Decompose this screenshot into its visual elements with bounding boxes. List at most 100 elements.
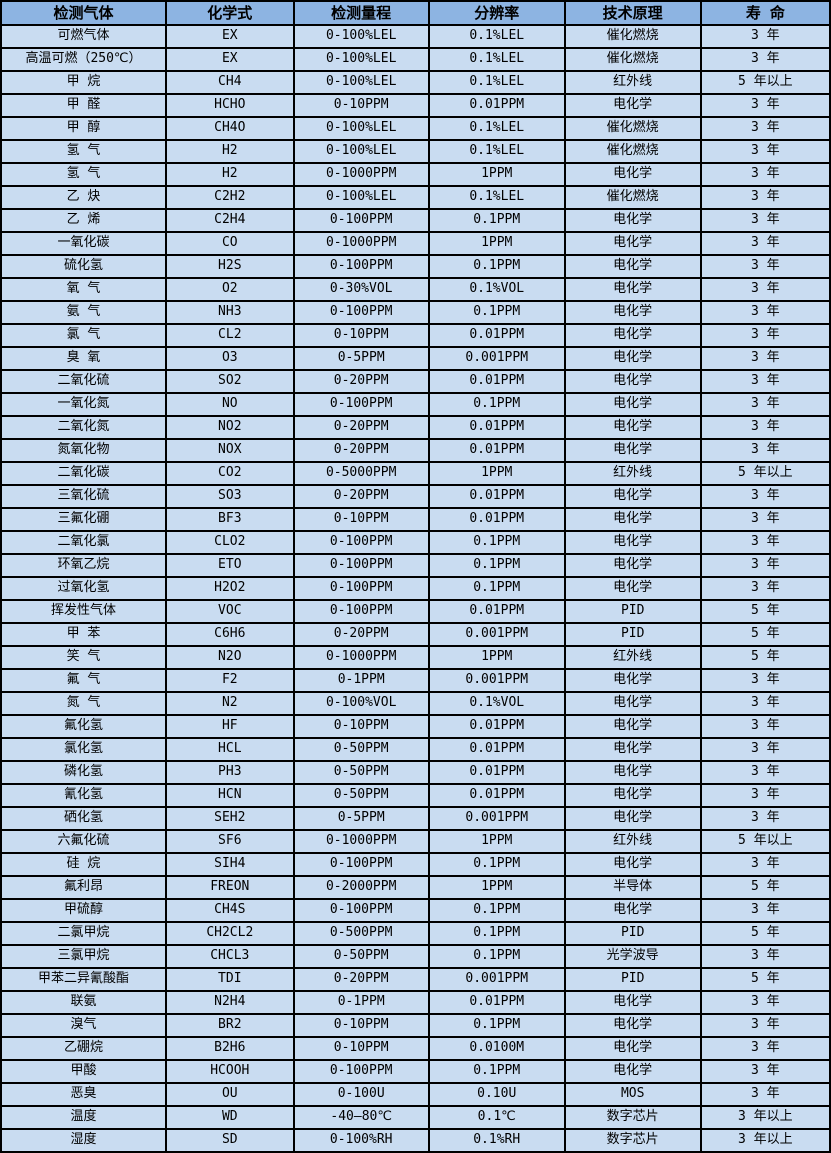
resolution-cell: 0.1PPM	[427, 530, 566, 555]
lifespan-cell: 3 年	[699, 254, 831, 279]
chemical-formula-cell: C2H2	[164, 185, 295, 210]
gas-name-cell: 氮氧化物	[0, 438, 167, 463]
resolution-cell: 0.1PPM	[427, 300, 566, 325]
gas-name-cell: 氯化氢	[0, 737, 167, 762]
resolution-cell: 0.01PPM	[427, 415, 566, 440]
table-row: 硫化氢 H2S 0-100PPM 0.1PPM 电化学 3 年	[0, 254, 831, 279]
resolution-cell: 0.1%LEL	[427, 139, 566, 164]
lifespan-cell: 3 年	[699, 760, 831, 785]
resolution-cell: 0.001PPM	[427, 967, 566, 992]
technology-cell: 电化学	[563, 392, 702, 417]
resolution-cell: 0.10U	[427, 1082, 566, 1107]
table-row: 硅 烷 SIH4 0-100PPM 0.1PPM 电化学 3 年	[0, 852, 831, 877]
technology-cell: 电化学	[563, 415, 702, 440]
detection-range-cell: 0-100%LEL	[292, 70, 430, 95]
technology-cell: 电化学	[563, 323, 702, 348]
lifespan-cell: 3 年	[699, 898, 831, 923]
chemical-formula-cell: HCL	[164, 737, 295, 762]
technology-cell: 电化学	[563, 254, 702, 279]
resolution-cell: 0.01PPM	[427, 507, 566, 532]
detection-range-cell: 0-100%VOL	[292, 691, 430, 716]
table-header-row: 检测气体 化学式 检测量程 分辨率 技术原理 寿 命	[0, 0, 831, 26]
technology-cell: 催化燃烧	[563, 24, 702, 49]
lifespan-cell: 3 年	[699, 323, 831, 348]
chemical-formula-cell: O3	[164, 346, 295, 371]
resolution-cell: 0.001PPM	[427, 806, 566, 831]
lifespan-cell: 5 年以上	[699, 70, 831, 95]
technology-cell: 电化学	[563, 438, 702, 463]
chemical-formula-cell: VOC	[164, 599, 295, 624]
resolution-cell: 0.1PPM	[427, 553, 566, 578]
technology-cell: 数字芯片	[563, 1128, 702, 1153]
chemical-formula-cell: SF6	[164, 829, 295, 854]
detection-range-cell: 0-20PPM	[292, 369, 430, 394]
lifespan-cell: 5 年以上	[699, 461, 831, 486]
gas-name-cell: 甲 醛	[0, 93, 167, 118]
lifespan-cell: 3 年	[699, 783, 831, 808]
col-header-technology: 技术原理	[563, 0, 702, 26]
lifespan-cell: 3 年	[699, 162, 831, 187]
lifespan-cell: 3 年	[699, 438, 831, 463]
chemical-formula-cell: O2	[164, 277, 295, 302]
table-row: 溴气 BR2 0-10PPM 0.1PPM 电化学 3 年	[0, 1013, 831, 1038]
detection-range-cell: 0-10PPM	[292, 507, 430, 532]
chemical-formula-cell: F2	[164, 668, 295, 693]
gas-name-cell: 一氧化碳	[0, 231, 167, 256]
technology-cell: PID	[563, 599, 702, 624]
detection-range-cell: 0-1000PPM	[292, 645, 430, 670]
resolution-cell: 0.01PPM	[427, 783, 566, 808]
resolution-cell: 0.1%RH	[427, 1128, 566, 1153]
detection-range-cell: 0-100PPM	[292, 898, 430, 923]
resolution-cell: 0.1%LEL	[427, 116, 566, 141]
table-row: 环氧乙烷 ETO 0-100PPM 0.1PPM 电化学 3 年	[0, 553, 831, 578]
chemical-formula-cell: NH3	[164, 300, 295, 325]
gas-name-cell: 溴气	[0, 1013, 167, 1038]
chemical-formula-cell: CHCL3	[164, 944, 295, 969]
chemical-formula-cell: N2O	[164, 645, 295, 670]
chemical-formula-cell: CO2	[164, 461, 295, 486]
lifespan-cell: 3 年	[699, 944, 831, 969]
detection-range-cell: 0-100PPM	[292, 1059, 430, 1084]
gas-name-cell: 二氧化氯	[0, 530, 167, 555]
lifespan-cell: 3 年	[699, 93, 831, 118]
chemical-formula-cell: CH4S	[164, 898, 295, 923]
table-row: 挥发性气体 VOC 0-100PPM 0.01PPM PID 5 年	[0, 599, 831, 624]
resolution-cell: 0.01PPM	[427, 438, 566, 463]
technology-cell: 电化学	[563, 760, 702, 785]
resolution-cell: 0.1℃	[427, 1105, 566, 1130]
lifespan-cell: 3 年	[699, 691, 831, 716]
technology-cell: MOS	[563, 1082, 702, 1107]
detection-range-cell: 0-100%LEL	[292, 47, 430, 72]
table-row: 乙 炔 C2H2 0-100%LEL 0.1%LEL 催化燃烧 3 年	[0, 185, 831, 210]
technology-cell: 电化学	[563, 898, 702, 923]
technology-cell: 电化学	[563, 852, 702, 877]
technology-cell: 红外线	[563, 461, 702, 486]
resolution-cell: 0.1PPM	[427, 392, 566, 417]
technology-cell: PID	[563, 921, 702, 946]
technology-cell: 电化学	[563, 691, 702, 716]
table-row: 六氟化硫 SF6 0-1000PPM 1PPM 红外线 5 年以上	[0, 829, 831, 854]
table-row: 磷化氢 PH3 0-50PPM 0.01PPM 电化学 3 年	[0, 760, 831, 785]
detection-range-cell: 0-5PPM	[292, 346, 430, 371]
gas-name-cell: 甲 醇	[0, 116, 167, 141]
lifespan-cell: 5 年	[699, 622, 831, 647]
gas-name-cell: 氰化氢	[0, 783, 167, 808]
chemical-formula-cell: ETO	[164, 553, 295, 578]
gas-name-cell: 三氧化硫	[0, 484, 167, 509]
detection-range-cell: 0-1000PPM	[292, 162, 430, 187]
detection-range-cell: 0-100PPM	[292, 208, 430, 233]
detection-range-cell: 0-1000PPM	[292, 829, 430, 854]
detection-range-cell: 0-30%VOL	[292, 277, 430, 302]
lifespan-cell: 3 年	[699, 852, 831, 877]
table-row: 笑 气 N2O 0-1000PPM 1PPM 红外线 5 年	[0, 645, 831, 670]
resolution-cell: 0.01PPM	[427, 990, 566, 1015]
detection-range-cell: 0-50PPM	[292, 737, 430, 762]
technology-cell: 催化燃烧	[563, 47, 702, 72]
technology-cell: 电化学	[563, 277, 702, 302]
table-row: 氰化氢 HCN 0-50PPM 0.01PPM 电化学 3 年	[0, 783, 831, 808]
gas-name-cell: 环氧乙烷	[0, 553, 167, 578]
col-header-chemical-formula: 化学式	[164, 0, 295, 26]
gas-name-cell: 温度	[0, 1105, 167, 1130]
detection-range-cell: 0-20PPM	[292, 415, 430, 440]
table-row: 高温可燃（250℃） EX 0-100%LEL 0.1%LEL 催化燃烧 3 年	[0, 47, 831, 72]
